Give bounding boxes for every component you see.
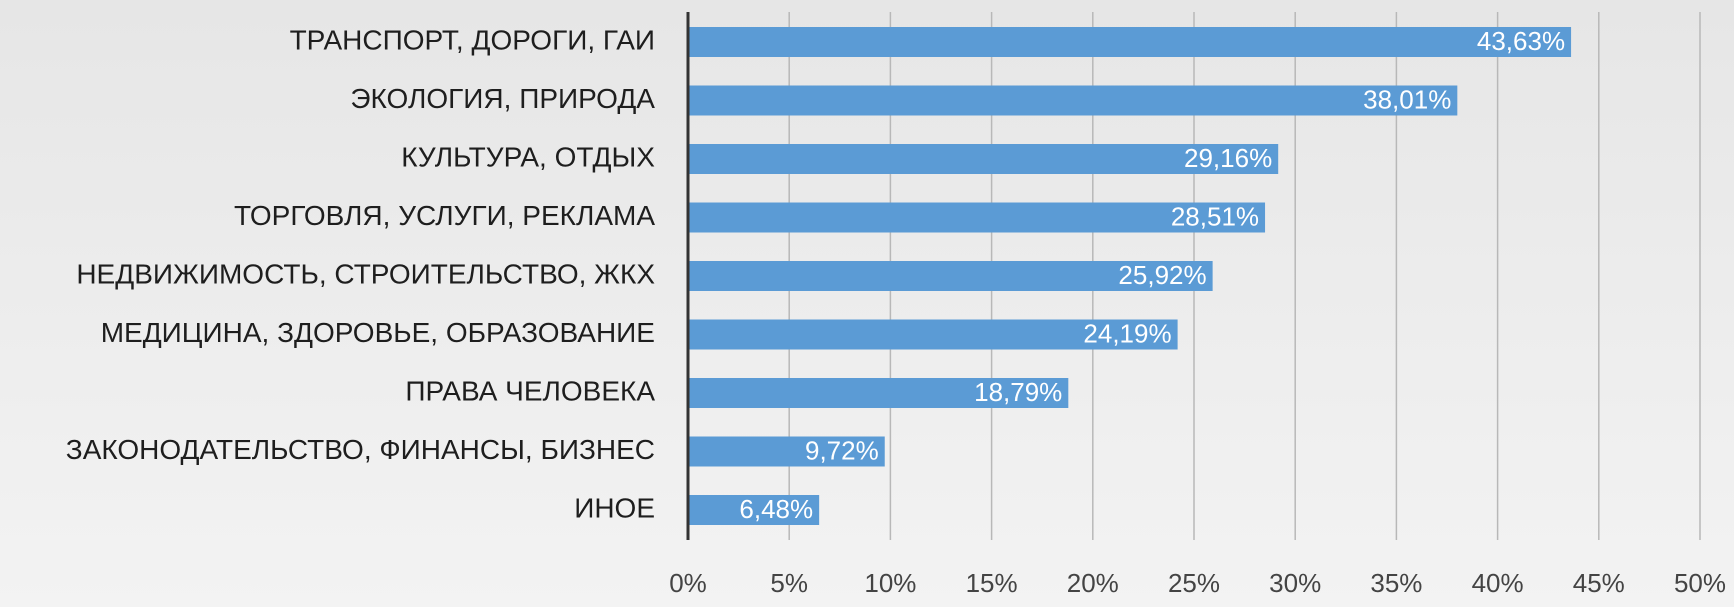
x-tick-label: 45% [1573,568,1625,598]
bar [688,85,1458,116]
bar [688,144,1279,174]
bar [688,495,820,525]
y-tick-label: ТРАНСПОРТ, ДОРОГИ, ГАИ [290,24,655,55]
x-tick-label: 30% [1269,568,1321,598]
y-tick-label: ИНОЕ [574,492,655,523]
x-tick-label: 15% [966,568,1018,598]
bar [688,319,1178,350]
x-tick-label: 5% [770,568,808,598]
x-tick-label: 0% [669,568,707,598]
y-tick-label: ЭКОЛОГИЯ, ПРИРОДА [350,83,655,114]
bar [688,27,1572,57]
x-tick-label: 10% [864,568,916,598]
bar [688,436,885,467]
value-label: 24,19% [1083,318,1171,348]
value-label: 6,48% [739,494,813,524]
x-tick-label: 50% [1674,568,1726,598]
value-label: 43,63% [1477,26,1565,56]
x-tick-label: 35% [1370,568,1422,598]
y-tick-label: НЕДВИЖИМОСТЬ, СТРОИТЕЛЬСТВО, ЖКХ [76,258,655,289]
value-label: 38,01% [1363,84,1451,114]
y-tick-label: ПРАВА ЧЕЛОВЕКА [405,375,655,406]
x-tick-label: 20% [1067,568,1119,598]
y-tick-label: МЕДИЦИНА, ЗДОРОВЬЕ, ОБРАЗОВАНИЕ [101,317,655,348]
value-label: 29,16% [1184,143,1272,173]
x-tick-label: 25% [1168,568,1220,598]
y-tick-label: КУЛЬТУРА, ОТДЫХ [401,141,655,172]
x-tick-label: 40% [1472,568,1524,598]
value-label: 18,79% [974,377,1062,407]
bar [688,261,1213,291]
value-label: 9,72% [805,435,879,465]
y-tick-label: ЗАКОНОДАТЕЛЬСТВО, ФИНАНСЫ, БИЗНЕС [66,434,655,465]
value-label: 25,92% [1118,260,1206,290]
bar [688,378,1069,408]
bar [688,202,1266,233]
y-tick-label: ТОРГОВЛЯ, УСЛУГИ, РЕКЛАМА [234,200,655,231]
value-label: 28,51% [1171,201,1259,231]
